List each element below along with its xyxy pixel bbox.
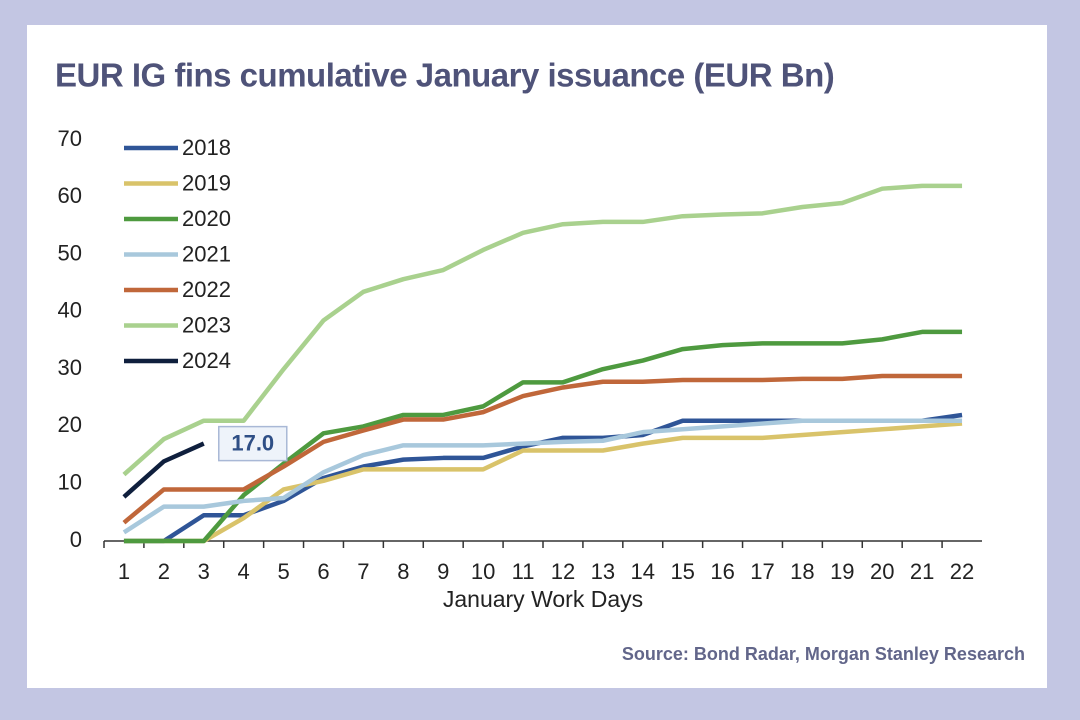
x-tick-label: 16 xyxy=(710,559,734,584)
x-tick-label: 6 xyxy=(317,559,329,584)
x-tick-label: 22 xyxy=(950,559,974,584)
x-tick-label: 18 xyxy=(790,559,814,584)
x-tick-label: 4 xyxy=(238,559,250,584)
legend-label: 2022 xyxy=(182,277,231,302)
x-tick-label: 14 xyxy=(631,559,655,584)
x-tick-label: 9 xyxy=(437,559,449,584)
y-tick-label: 0 xyxy=(70,527,82,552)
x-tick-label: 20 xyxy=(870,559,894,584)
x-tick-label: 12 xyxy=(551,559,575,584)
x-tick-label: 3 xyxy=(198,559,210,584)
y-tick-label: 30 xyxy=(58,355,82,380)
legend-label: 2020 xyxy=(182,206,231,231)
panel xyxy=(27,25,1047,688)
y-tick-label: 40 xyxy=(58,298,82,323)
series-line xyxy=(122,183,963,477)
legend-label: 2019 xyxy=(182,170,231,195)
x-tick-label: 15 xyxy=(670,559,694,584)
x-tick-label: 5 xyxy=(277,559,289,584)
series-line xyxy=(122,418,963,535)
x-tick-label: 21 xyxy=(910,559,934,584)
series-line xyxy=(122,441,205,499)
legend-label: 2023 xyxy=(182,312,231,337)
x-tick-label: 17 xyxy=(750,559,774,584)
legend-label: 2021 xyxy=(182,241,231,266)
chart-title: EUR IG fins cumulative January issuance … xyxy=(55,57,834,94)
source: Source: Bond Radar, Morgan Stanley Resea… xyxy=(622,644,1025,664)
legend-label: 2018 xyxy=(182,135,231,160)
x-tick-label: 7 xyxy=(357,559,369,584)
legend-label: 2024 xyxy=(182,348,231,373)
x-tick-label: 1 xyxy=(118,559,130,584)
data-label: 17.0 xyxy=(231,430,274,455)
x-tick-label: 2 xyxy=(158,559,170,584)
x-axis-label: January Work Days xyxy=(443,586,643,612)
y-tick-label: 70 xyxy=(58,126,82,151)
x-tick-label: 8 xyxy=(397,559,409,584)
y-tick-label: 50 xyxy=(58,240,82,265)
y-tick-label: 20 xyxy=(58,412,82,437)
data-label-box xyxy=(218,425,288,462)
x-tick-label: 10 xyxy=(471,559,495,584)
x-tick-label: 11 xyxy=(512,559,535,584)
y-tick-label: 10 xyxy=(58,470,82,495)
x-tick-label: 19 xyxy=(830,559,854,584)
y-tick-label: 60 xyxy=(58,183,82,208)
series-line xyxy=(123,421,963,544)
series-line xyxy=(122,373,963,525)
x-tick-label: 13 xyxy=(591,559,615,584)
